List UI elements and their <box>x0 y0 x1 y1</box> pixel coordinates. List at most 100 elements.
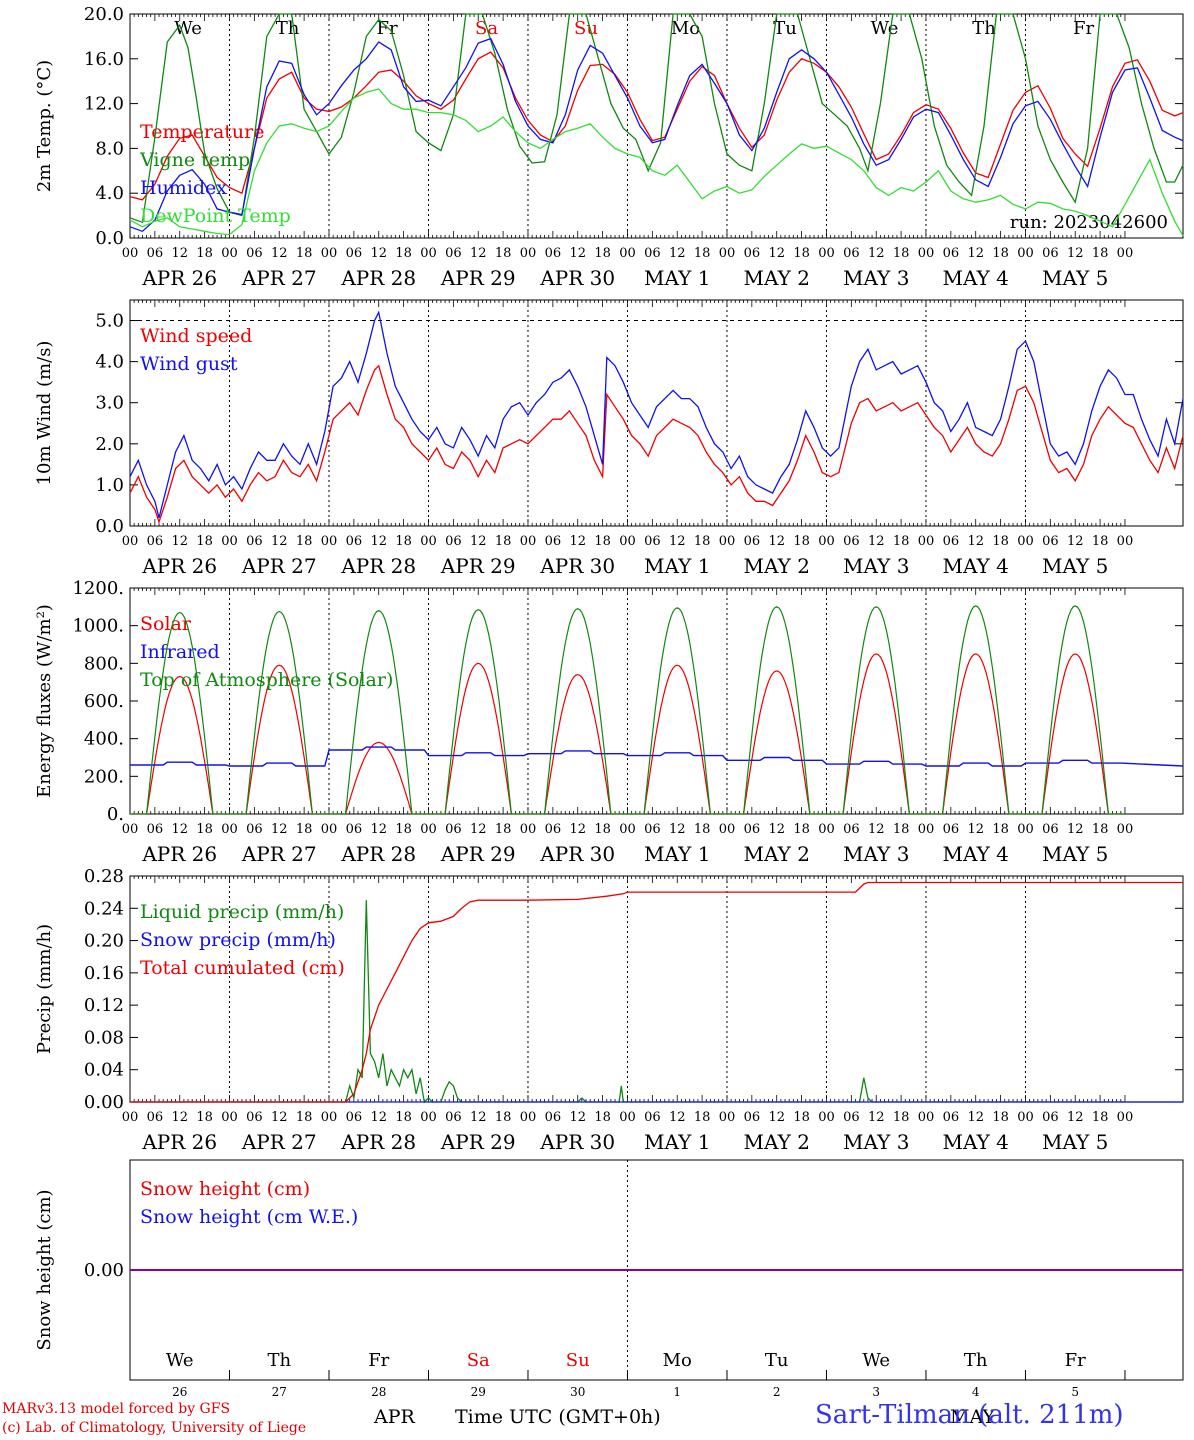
temp-series-temperature <box>129 51 1184 201</box>
snow-daynumber-label: 27 <box>272 1385 287 1399</box>
energy-hour-label: 00 <box>719 822 736 837</box>
energy-ytick-label: 1000. <box>72 616 124 637</box>
snow-ylabel: Snow height (cm) <box>34 1189 55 1350</box>
precip-ytick-label: 0.20 <box>84 931 124 952</box>
wind-hour-label: 00 <box>918 534 935 549</box>
temp-hour-label: 18 <box>1092 246 1109 261</box>
wind-hour-label: 12 <box>569 534 586 549</box>
temp-hour-label: 12 <box>768 246 785 261</box>
energy-hour-label: 00 <box>1117 822 1134 837</box>
snow-weekday-label: Tu <box>765 1350 789 1371</box>
precip-day-label: APR 28 <box>340 1130 416 1154</box>
time-axis-label: Time UTC (GMT+0h) <box>455 1406 661 1428</box>
wind-hour-label: 06 <box>943 534 960 549</box>
temp-hour-label: 06 <box>744 246 761 261</box>
temp-legend-1: Vigne temp <box>139 149 250 171</box>
temp-hour-label: 06 <box>545 246 562 261</box>
wind-hour-label: 12 <box>868 534 885 549</box>
precip-hour-label: 06 <box>445 1110 462 1125</box>
temp-ytick-label: 20.0 <box>84 4 124 25</box>
energy-hour-label: 12 <box>868 822 885 837</box>
energy-series-top-of-atmosphere-solar- <box>130 605 1125 815</box>
energy-hour-label: 18 <box>893 822 910 837</box>
energy-ytick-label: 0. <box>107 804 124 825</box>
wind-hour-label: 00 <box>818 534 835 549</box>
energy-day-label: MAY 4 <box>943 842 1009 866</box>
energy-hour-label: 18 <box>694 822 711 837</box>
energy-ylabel: Energy fluxes (W/m²) <box>34 604 55 798</box>
wind-hour-label: 06 <box>1042 534 1059 549</box>
energy-ytick-label: 1200. <box>72 578 124 599</box>
snow-weekday-label: We <box>166 1350 194 1371</box>
precip-hour-label: 00 <box>321 1110 338 1125</box>
month-label-may: MAY <box>950 1406 995 1428</box>
temp-hour-label: 06 <box>147 246 164 261</box>
temp-hour-label: 00 <box>321 246 338 261</box>
precip-day-label: MAY 5 <box>1042 1130 1108 1154</box>
temp-hour-label: 12 <box>669 246 686 261</box>
temp-hour-label: 06 <box>843 246 860 261</box>
energy-hour-label: 12 <box>470 822 487 837</box>
energy-hour-label: 18 <box>296 822 313 837</box>
precip-ytick-label: 0.12 <box>84 995 124 1016</box>
temp-hour-label: 18 <box>495 246 512 261</box>
precip-hour-label: 00 <box>420 1110 437 1125</box>
temp-hour-label: 00 <box>520 246 537 261</box>
temp-hour-label: 06 <box>943 246 960 261</box>
wind-hour-label: 00 <box>719 534 736 549</box>
precip-hour-label: 00 <box>918 1110 935 1125</box>
precip-hour-label: 00 <box>1117 1110 1134 1125</box>
energy-hour-label: 18 <box>793 822 810 837</box>
wind-hour-label: 06 <box>744 534 761 549</box>
precip-hour-label: 18 <box>793 1110 810 1125</box>
precip-hour-label: 06 <box>843 1110 860 1125</box>
snow-weekday-label: Th <box>964 1350 988 1371</box>
wind-hour-label: 12 <box>669 534 686 549</box>
wind-hour-label: 00 <box>420 534 437 549</box>
precip-hour-label: 06 <box>744 1110 761 1125</box>
energy-hour-label: 00 <box>420 822 437 837</box>
wind-hour-label: 06 <box>246 534 263 549</box>
temp-hour-label: 00 <box>122 246 139 261</box>
temp-day-label: MAY 2 <box>744 266 810 290</box>
wind-hour-label: 00 <box>221 534 238 549</box>
precip-series-total-cumulated-cm- <box>130 881 1183 1103</box>
wind-hour-label: 00 <box>321 534 338 549</box>
precip-hour-label: 18 <box>395 1110 412 1125</box>
snow-legend-1: Snow height (cm W.E.) <box>140 1206 358 1228</box>
month-label-apr: APR <box>374 1406 415 1428</box>
precip-hour-label: 12 <box>271 1110 288 1125</box>
energy-series-infrared <box>130 746 1184 767</box>
wind-hour-label: 00 <box>619 534 636 549</box>
energy-ytick-label: 600. <box>84 691 124 712</box>
temp-legend-0: Temperature <box>140 121 264 143</box>
wind-day-label: APR 29 <box>440 554 516 578</box>
temp-hour-label: 12 <box>271 246 288 261</box>
wind-day-label: APR 26 <box>141 554 217 578</box>
temp-day-label: APR 26 <box>141 266 217 290</box>
precip-ytick-label: 0.04 <box>84 1060 124 1081</box>
precip-hour-label: 06 <box>943 1110 960 1125</box>
precip-day-label: APR 29 <box>440 1130 516 1154</box>
energy-hour-label: 12 <box>669 822 686 837</box>
precip-hour-label: 12 <box>470 1110 487 1125</box>
energy-hour-label: 12 <box>569 822 586 837</box>
energy-hour-label: 12 <box>967 822 984 837</box>
temp-weekday-label: Fr <box>1073 18 1094 39</box>
temp-weekday-label: Th <box>276 18 300 39</box>
model-credits: MARv3.13 model forced by GFS (c) Lab. of… <box>2 1400 306 1438</box>
precip-hour-label: 18 <box>1092 1110 1109 1125</box>
snow-weekday-label: Fr <box>368 1350 389 1371</box>
energy-hour-label: 00 <box>818 822 835 837</box>
precip-ytick-label: 0.28 <box>84 866 124 887</box>
precip-hour-label: 12 <box>370 1110 387 1125</box>
precip-hour-label: 12 <box>868 1110 885 1125</box>
wind-day-label: MAY 4 <box>943 554 1009 578</box>
temp-hour-label: 18 <box>296 246 313 261</box>
energy-hour-label: 18 <box>594 822 611 837</box>
temp-hour-label: 18 <box>395 246 412 261</box>
energy-hour-label: 12 <box>171 822 188 837</box>
wind-hour-label: 06 <box>843 534 860 549</box>
temp-hour-label: 18 <box>594 246 611 261</box>
temp-hour-label: 06 <box>346 246 363 261</box>
